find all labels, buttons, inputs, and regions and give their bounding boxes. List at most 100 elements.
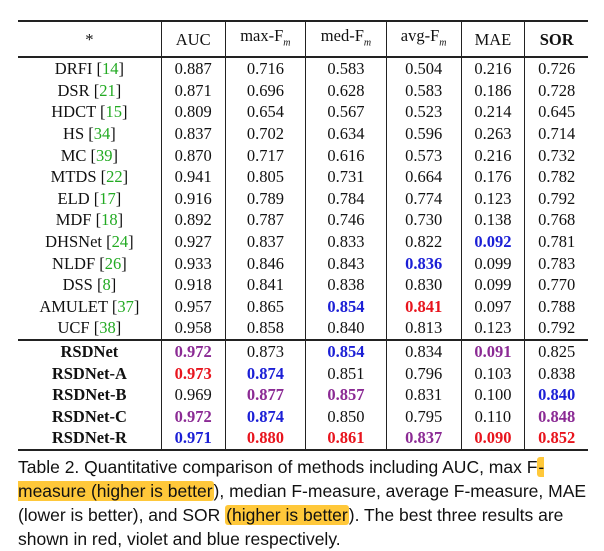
auc-cell: 0.933 bbox=[160, 252, 226, 275]
med-f-cell: 0.857 bbox=[305, 384, 387, 406]
sor-cell: 0.768 bbox=[524, 209, 588, 232]
method-name: RSDNet bbox=[60, 342, 119, 362]
citation-link[interactable]: 15 bbox=[105, 102, 123, 122]
caption-highlight-2: (higher is better bbox=[225, 504, 349, 525]
max-f-cell: 0.805 bbox=[224, 166, 306, 188]
max-f-cell: 0.858 bbox=[224, 317, 306, 341]
caption-text-3: ). The best three results are shown in r… bbox=[18, 504, 564, 549]
sor-cell: 0.728 bbox=[524, 79, 588, 102]
method-cell: DHSNet [24] bbox=[45, 232, 134, 252]
caption-text-2: ), median F-measure, average F-measure, … bbox=[18, 480, 587, 525]
med-f-cell: 0.843 bbox=[305, 252, 387, 275]
method-name: DSS bbox=[62, 275, 93, 295]
avg-f-cell: 0.830 bbox=[385, 274, 462, 296]
mae-cell: 0.216 bbox=[460, 57, 525, 80]
avg-f-cell: 0.834 bbox=[385, 339, 462, 363]
citation-link[interactable]: 37 bbox=[117, 296, 134, 316]
method-cell: DRFI [14] bbox=[54, 59, 124, 79]
mae-cell: 0.216 bbox=[460, 144, 525, 167]
header-mae: MAE bbox=[460, 19, 525, 59]
auc-cell: 0.941 bbox=[160, 166, 226, 188]
header-auc: AUC bbox=[160, 19, 226, 59]
max-f-cell: 0.841 bbox=[224, 274, 306, 296]
method-cell: RSDNet-B bbox=[18, 384, 161, 406]
table-row: DHSNet [24] 0.927 0.837 0.833 0.822 0.092 0.78… bbox=[18, 231, 588, 253]
auc-cell: 0.972 bbox=[160, 339, 226, 363]
method-cell: RSDNet-C bbox=[18, 406, 161, 428]
citation-link[interactable]: 26 bbox=[104, 253, 122, 273]
method-cell: DSS [8] bbox=[62, 275, 117, 295]
auc-cell: 0.809 bbox=[160, 101, 226, 124]
table-row: NLDF [26] 0.933 0.846 0.843 0.836 0.099 0.783 bbox=[18, 252, 588, 275]
method-name: DRFI bbox=[54, 59, 93, 79]
med-f-cell: 0.854 bbox=[305, 295, 387, 318]
method-cell: AMULET [37] bbox=[39, 296, 140, 316]
citation-link[interactable]: 18 bbox=[101, 210, 118, 230]
mae-cell: 0.103 bbox=[460, 362, 525, 385]
avg-f-cell: 0.795 bbox=[385, 405, 462, 428]
max-f-cell: 0.716 bbox=[224, 57, 306, 80]
table-row: HDCT [15] 0.809 0.654 0.567 0.523 0.214 0.645 bbox=[18, 101, 588, 124]
table-row: RSDNet-C 0.972 0.874 0.850 0.795 0.110 0.848 bbox=[18, 405, 588, 428]
mae-cell: 0.176 bbox=[460, 166, 525, 188]
caption-text-1: Table 2. Quantitative comparison of meth… bbox=[18, 456, 538, 477]
max-f-cell: 0.877 bbox=[224, 384, 306, 406]
sor-cell: 0.825 bbox=[524, 339, 588, 363]
auc-cell: 0.972 bbox=[160, 405, 226, 428]
citation-link[interactable]: 38 bbox=[99, 318, 116, 338]
method-cell: HDCT [15] bbox=[51, 102, 128, 122]
med-f-cell: 0.850 bbox=[305, 405, 387, 428]
auc-cell: 0.837 bbox=[160, 123, 226, 145]
avg-f-cell: 0.774 bbox=[385, 187, 462, 210]
sor-cell: 0.792 bbox=[524, 187, 588, 210]
citation-link[interactable]: 8 bbox=[102, 275, 111, 295]
header-max-f-subscript: m bbox=[283, 37, 291, 49]
sor-cell: 0.852 bbox=[524, 427, 588, 451]
auc-cell: 0.973 bbox=[160, 362, 226, 385]
med-f-cell: 0.634 bbox=[305, 123, 387, 145]
table-row: DSS [8] 0.918 0.841 0.838 0.830 0.099 0.770 bbox=[18, 274, 588, 296]
citation-link[interactable]: 34 bbox=[93, 124, 111, 144]
table-row: MC [39] 0.870 0.717 0.616 0.573 0.216 0.732 bbox=[18, 144, 588, 167]
header-method: * bbox=[18, 19, 162, 59]
header-max-f: max-Fm bbox=[224, 19, 306, 59]
mae-cell: 0.099 bbox=[460, 252, 525, 275]
header-avg-f-label: avg-F bbox=[400, 26, 440, 45]
header-max-f-label: max-F bbox=[240, 26, 284, 45]
citation-link[interactable]: 22 bbox=[106, 167, 123, 187]
auc-cell: 0.971 bbox=[160, 427, 226, 451]
header-med-f-subscript: m bbox=[363, 37, 372, 49]
citation-link[interactable]: 24 bbox=[111, 232, 129, 252]
mae-cell: 0.138 bbox=[460, 209, 525, 232]
auc-cell: 0.870 bbox=[160, 144, 226, 167]
citation-link[interactable]: 39 bbox=[96, 145, 113, 165]
med-f-cell: 0.854 bbox=[305, 339, 387, 363]
sor-cell: 0.726 bbox=[524, 57, 588, 80]
auc-cell: 0.871 bbox=[160, 79, 226, 102]
mae-cell: 0.097 bbox=[460, 295, 525, 318]
avg-f-cell: 0.796 bbox=[385, 362, 462, 385]
mae-cell: 0.090 bbox=[460, 427, 525, 451]
avg-f-cell: 0.813 bbox=[385, 317, 462, 341]
method-cell: DSR [21] bbox=[57, 80, 122, 100]
method-cell: NLDF [26] bbox=[52, 253, 127, 273]
mae-cell: 0.263 bbox=[460, 123, 525, 145]
table-row: UCF [38] 0.958 0.858 0.840 0.813 0.123 0.792 bbox=[18, 317, 588, 341]
max-f-cell: 0.874 bbox=[224, 405, 306, 428]
mae-cell: 0.099 bbox=[460, 274, 525, 296]
citation-link[interactable]: 17 bbox=[99, 188, 116, 208]
sor-cell: 0.770 bbox=[524, 274, 588, 296]
table-header-row: * AUC max-Fm med-Fm avg-Fm MAE SOR bbox=[18, 19, 588, 59]
max-f-cell: 0.702 bbox=[224, 123, 306, 145]
med-f-cell: 0.861 bbox=[305, 427, 387, 451]
mae-cell: 0.100 bbox=[460, 384, 525, 406]
max-f-cell: 0.873 bbox=[224, 339, 306, 363]
method-name: MDF bbox=[55, 210, 92, 230]
header-avg-f: avg-Fm bbox=[385, 19, 462, 59]
avg-f-cell: 0.504 bbox=[385, 57, 462, 80]
med-f-cell: 0.616 bbox=[305, 144, 387, 167]
method-name: ELD bbox=[57, 188, 90, 208]
citation-link[interactable]: 14 bbox=[102, 59, 119, 79]
citation-link[interactable]: 21 bbox=[99, 80, 116, 100]
med-f-cell: 0.784 bbox=[305, 187, 387, 210]
